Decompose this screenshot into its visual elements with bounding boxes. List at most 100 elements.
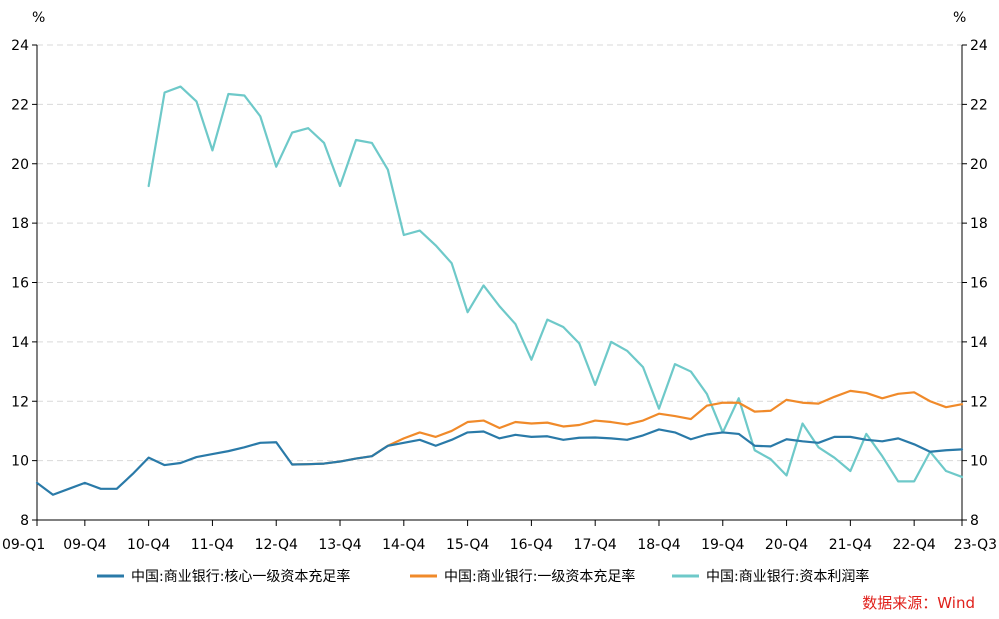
series-3-point [817, 446, 820, 448]
series-1-point [132, 473, 134, 475]
series-1-point [339, 460, 341, 463]
series-3-point [897, 480, 899, 483]
series-1-point [722, 431, 724, 434]
series-3-point [514, 323, 517, 325]
series-line-3 [147, 85, 964, 483]
right-unit-label: % [953, 10, 966, 26]
y-tick-label-left: 22 [11, 97, 29, 113]
series-1-point [451, 439, 453, 441]
series-2-point [626, 423, 628, 426]
y-tick-label-left: 14 [11, 335, 29, 351]
series-1-point [961, 448, 963, 450]
y-tick-label-right: 16 [970, 276, 988, 292]
series-2-point [865, 392, 867, 394]
x-tick-label: 21-Q4 [829, 537, 872, 553]
series-3-point [179, 85, 182, 88]
series-3-point [451, 262, 453, 264]
series-3-point [323, 142, 325, 144]
x-tick-label: 13-Q4 [318, 537, 361, 553]
series-1-point [36, 482, 38, 484]
series-1-point [100, 488, 102, 490]
series-2-point [403, 437, 405, 439]
series-2-point [801, 402, 804, 404]
series-1-point [801, 440, 804, 442]
series-1-point [626, 439, 628, 441]
series-1-point [945, 449, 947, 451]
series-3-point [785, 474, 788, 477]
series-3-point [881, 455, 883, 457]
series-3-point [387, 169, 389, 171]
series-3-point [610, 341, 612, 343]
series-3-point [355, 139, 357, 141]
series-3-point [307, 127, 309, 129]
legend: 中国:商业银行:核心一级资本充足率 中国:商业银行:一级资本充足率 中国:商业银行:… [97, 568, 869, 585]
y-tick-label-right: 24 [970, 38, 988, 54]
series-1-point [275, 441, 277, 443]
series-3-point [482, 284, 485, 287]
series-1-point [211, 453, 214, 455]
series-2-point [849, 390, 851, 392]
series-3-point [690, 370, 692, 373]
series-2-point [451, 430, 453, 432]
series-1-point [387, 445, 389, 447]
series-3-point [195, 100, 198, 103]
x-tick-label: 09-Q1 [2, 537, 45, 553]
series-3-point [913, 480, 915, 483]
series-2-point [770, 410, 772, 412]
y-ticks-right: 8 10 12 14 16 18 20 22 24 [962, 38, 988, 529]
series-1-point [482, 430, 485, 433]
series-1-point [259, 442, 261, 444]
series-1-point [562, 439, 564, 441]
series-3-point [371, 142, 373, 144]
series-3-point [594, 384, 596, 386]
series-3-point [945, 470, 947, 472]
series-1-point [706, 433, 708, 436]
y-tick-label-right: 20 [970, 157, 988, 173]
legend-label-2: 中国:商业银行:一级资本充足率 [444, 568, 635, 585]
series-1-point [307, 463, 309, 465]
series-3-point [435, 244, 437, 246]
source-label: 数据来源：Wind [862, 594, 975, 612]
series-1-point [68, 488, 70, 490]
series-3-point [148, 185, 150, 187]
series-3-point [833, 457, 836, 459]
series-3-point [626, 350, 628, 352]
series-3-point [467, 311, 469, 313]
series-1-point [594, 436, 596, 439]
series-1-point [163, 464, 166, 466]
series-1-point [690, 438, 692, 440]
series-1-point [929, 451, 931, 453]
series-1-point [323, 462, 325, 465]
grid-lines [37, 44, 962, 462]
y-tick-label-left: 20 [11, 157, 29, 173]
series-2-point [467, 421, 469, 423]
series-2-point [817, 403, 820, 405]
series-2-point [690, 418, 692, 420]
series-2-point [961, 403, 963, 405]
series-3-point [339, 185, 341, 187]
series-1-point [770, 445, 772, 447]
y-tick-label-left: 16 [11, 276, 29, 292]
series-2-point [419, 431, 421, 434]
series-3-point [562, 326, 564, 328]
series-2-point [482, 419, 485, 422]
series-2-point [897, 393, 899, 395]
series-3-point [738, 397, 740, 399]
series-2-point [706, 405, 708, 407]
series-1-point [371, 455, 373, 457]
y-tick-label-left: 18 [11, 216, 29, 232]
series-2-point [658, 413, 660, 415]
series-3-point [849, 470, 851, 472]
x-tick-label: 11-Q4 [191, 537, 234, 553]
legend-label-3: 中国:商业银行:资本利润率 [706, 568, 869, 585]
series-1-point [738, 433, 740, 435]
series-3-point [211, 149, 214, 151]
series-2-point [754, 411, 756, 413]
x-tick-label: 23-Q3 [954, 537, 997, 553]
series-1-point [674, 431, 676, 434]
series-1-point [897, 437, 899, 439]
series-2-point [881, 397, 883, 399]
series-1-point [84, 482, 86, 484]
series-2-point [594, 419, 596, 422]
series-2-point [610, 421, 612, 423]
